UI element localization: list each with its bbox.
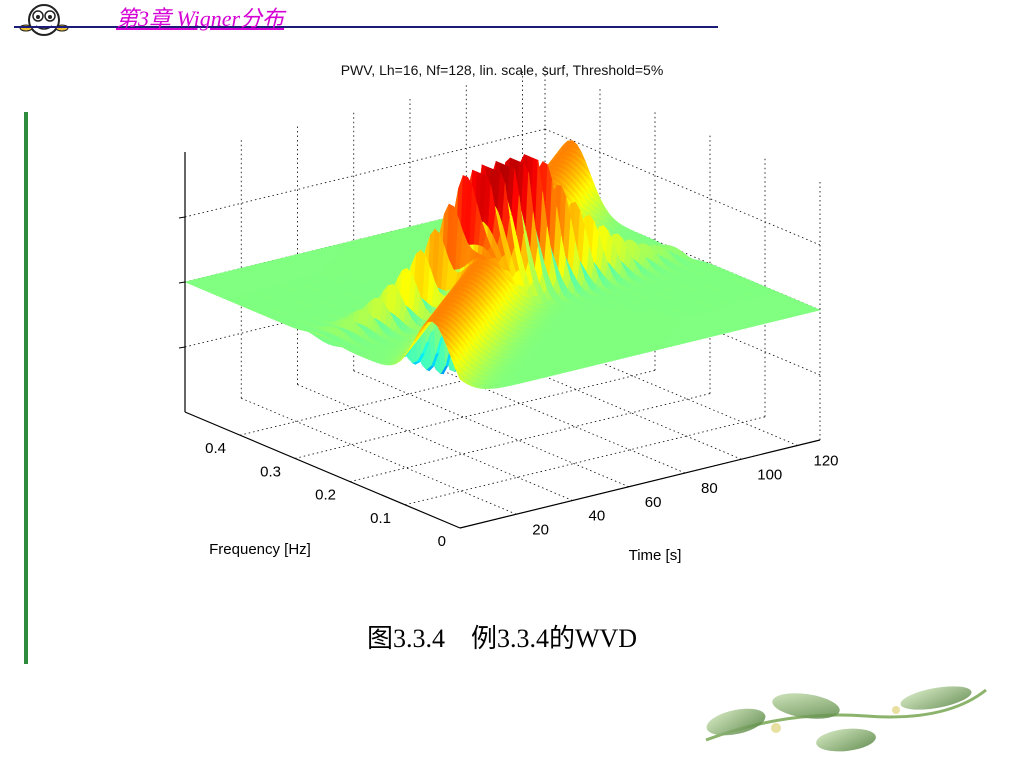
plot-title: PWV, Lh=16, Nf=128, lin. scale, surf, Th… [340,62,664,78]
surface-mesh [184,140,821,389]
leaf-decoration [705,686,987,752]
header-rule [14,26,718,28]
frequency-axis-label: Frequency [Hz] [209,541,311,558]
left-accent-bar [24,112,28,664]
frequency-axis-line [184,411,461,529]
z-tick-mark [178,216,186,219]
grid-line [239,346,601,436]
grid-line [184,128,546,218]
frequency-tick-label: 0.1 [370,510,391,527]
time-tick-label: 40 [589,508,606,525]
grid-line [349,393,711,482]
time-axis-line [459,439,821,529]
grid-line [404,416,766,506]
grid-line [241,397,517,515]
time-tick-label: 60 [645,494,662,511]
frequency-tick-label: 0.3 [260,463,281,480]
slide-header: 第3章 Wigner分布 [0,0,1024,40]
grid-line [294,370,656,459]
z-tick-mark [178,281,186,284]
grid-line [297,384,573,501]
chapter-title: 第3章 Wigner分布 [116,6,285,31]
time-tick-label: 80 [701,480,718,497]
time-tick-label: 120 [814,453,839,470]
frequency-tick-label: 0.4 [205,440,226,457]
grid-line [544,128,821,246]
frequency-tick-label: 0.2 [315,487,336,504]
z-tick-mark [178,346,186,349]
figure-caption: 图3.3.4 例3.3.4的WVD [366,624,638,653]
grid-line [353,370,629,488]
time-tick-label: 20 [532,521,549,538]
time-axis-label: Time [s] [629,547,682,564]
grid-line [409,356,686,474]
frequency-tick-label: 0 [438,533,446,550]
time-tick-label: 100 [757,466,782,483]
